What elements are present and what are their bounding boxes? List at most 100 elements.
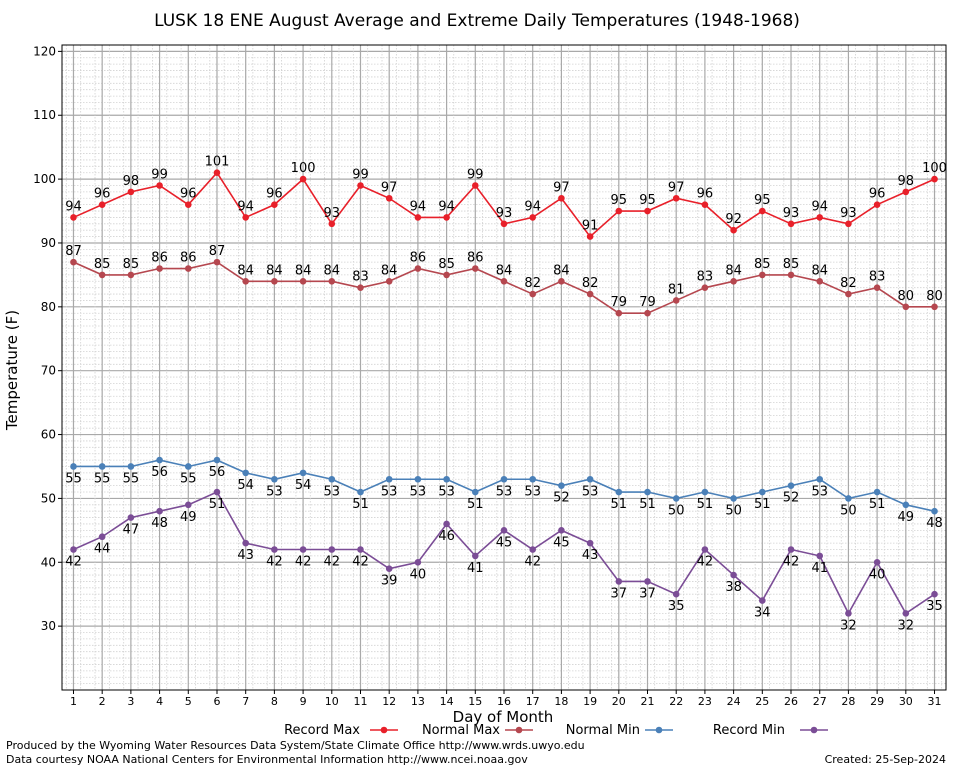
y-tick-label: 90	[41, 236, 56, 250]
data-label: 48	[926, 516, 943, 531]
data-label: 51	[869, 497, 886, 512]
data-point	[873, 284, 881, 291]
data-label: 53	[524, 484, 541, 499]
data-label: 52	[553, 491, 570, 506]
data-point	[213, 169, 221, 177]
data-label: 87	[209, 244, 226, 259]
data-point	[759, 207, 766, 215]
data-label: 45	[553, 535, 570, 550]
data-point	[271, 201, 278, 208]
data-label: 38	[725, 580, 742, 595]
data-point	[672, 194, 680, 202]
data-point	[816, 214, 824, 221]
series-record-max: 94 96 98 99 96 101 94 96 100 93 99 97 94 94 99 93 94 97 91…	[65, 155, 947, 240]
y-axis-label: Temperature (F)	[3, 310, 21, 431]
series-record-min: 42 44 47 48 49 51 43 42 42 42 42 39 40 46 41 45 42 45 43 37…	[65, 488, 943, 633]
data-point	[328, 546, 336, 553]
data-point	[328, 277, 336, 285]
data-point	[98, 463, 106, 470]
data-point	[70, 214, 77, 221]
data-label: 99	[467, 167, 484, 182]
x-tick-label: 13	[411, 695, 425, 708]
data-label: 35	[926, 599, 943, 614]
data-label: 51	[754, 497, 771, 512]
x-tick-label: 26	[784, 695, 798, 708]
legend-item: Record Min	[713, 723, 828, 738]
data-point	[70, 258, 77, 266]
y-tick-label: 100	[33, 172, 56, 186]
data-label: 97	[668, 180, 685, 195]
x-tick-label: 3	[127, 695, 134, 708]
data-label: 94	[65, 199, 82, 214]
data-label: 96	[869, 187, 886, 202]
data-point	[242, 539, 249, 547]
data-label: 93	[840, 206, 857, 221]
x-tick-label: 1	[70, 695, 77, 708]
data-label: 93	[324, 206, 341, 221]
data-label: 79	[639, 295, 656, 310]
data-label: 85	[754, 257, 771, 272]
data-label: 55	[94, 471, 111, 486]
data-point	[672, 495, 680, 502]
data-label: 51	[352, 497, 369, 512]
data-point	[443, 271, 450, 279]
data-point	[414, 265, 422, 272]
x-tick-label: 8	[271, 695, 278, 708]
legend-label: Record Max	[284, 723, 360, 738]
data-point	[271, 277, 278, 285]
data-label: 95	[611, 193, 628, 208]
data-point	[213, 258, 221, 266]
data-point	[500, 527, 508, 534]
data-point	[672, 297, 680, 304]
data-label: 51	[639, 497, 656, 512]
x-tick-label: 2	[99, 695, 106, 708]
data-label: 86	[410, 251, 427, 266]
data-point	[644, 578, 651, 585]
data-point	[730, 277, 737, 285]
legend-item: Normal Min	[566, 723, 673, 738]
data-point	[357, 182, 364, 189]
data-point	[98, 201, 106, 208]
data-label: 53	[496, 484, 513, 499]
x-tick-label: 23	[698, 695, 712, 708]
legend-item: Normal Max	[422, 723, 533, 738]
data-label: 42	[697, 555, 714, 570]
data-label: 83	[869, 270, 886, 285]
data-label: 45	[496, 535, 513, 550]
data-label: 94	[438, 199, 455, 214]
data-point	[615, 488, 623, 496]
x-tick-label: 21	[641, 695, 655, 708]
data-point	[471, 552, 479, 560]
x-tick-label: 10	[325, 695, 339, 708]
data-label: 96	[266, 187, 283, 202]
data-point	[414, 475, 422, 483]
data-point	[902, 188, 910, 196]
data-point	[787, 546, 795, 553]
x-tick-label: 30	[899, 695, 913, 708]
data-label: 54	[295, 478, 312, 493]
data-point	[357, 488, 364, 496]
series-group: 94 96 98 99 96 101 94 96 100 93 99 97 94 94 99 93 94 97 91…	[65, 155, 947, 634]
data-label: 55	[123, 471, 140, 486]
x-tick-label: 6	[213, 695, 220, 708]
data-label: 84	[237, 263, 254, 278]
data-point	[701, 546, 709, 553]
data-label: 40	[410, 567, 427, 582]
data-point	[644, 488, 651, 496]
data-label: 55	[65, 471, 82, 486]
data-label: 53	[582, 484, 599, 499]
data-point	[184, 463, 192, 470]
data-point	[644, 207, 651, 215]
legend-label: Record Min	[713, 723, 785, 738]
data-point	[299, 175, 307, 183]
data-point	[816, 552, 824, 560]
data-point	[529, 546, 537, 553]
data-point	[385, 194, 393, 202]
data-point	[586, 290, 594, 298]
data-point	[615, 309, 623, 317]
data-point	[184, 501, 192, 509]
y-tick-label: 50	[41, 491, 56, 505]
legend: Record Max Normal Max Normal Min Record Min	[284, 723, 828, 738]
data-point	[902, 501, 910, 509]
data-label: 51	[611, 497, 628, 512]
